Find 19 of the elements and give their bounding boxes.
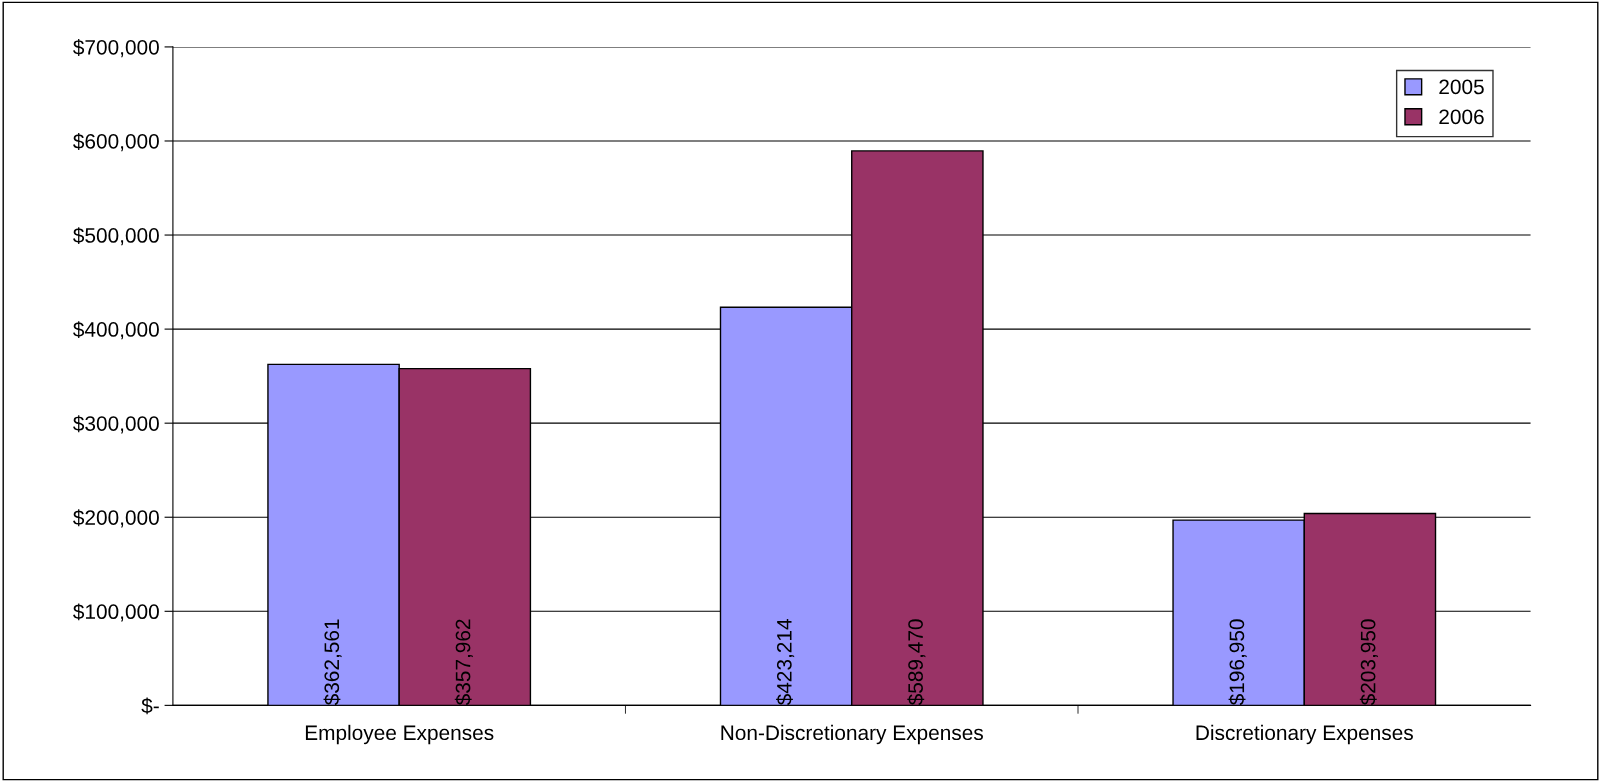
data-label: $589,470: [907, 619, 926, 706]
data-label: $423,214: [776, 619, 795, 706]
x-tick-label: Non-Discretionary Expenses: [721, 724, 983, 745]
y-tick-label: $300,000: [73, 415, 159, 434]
legend-label: 2006: [1439, 109, 1484, 125]
data-label: $203,950: [1359, 619, 1378, 706]
y-tick-label: $400,000: [73, 321, 159, 340]
data-label: $362,561: [323, 619, 342, 706]
data-label: $196,950: [1228, 619, 1247, 706]
data-label: $357,962: [454, 619, 473, 706]
y-tick-label: $200,000: [73, 509, 159, 528]
x-tick-label: Discretionary Expenses: [1196, 724, 1413, 745]
y-tick-label: $500,000: [73, 227, 159, 246]
y-tick-label: $100,000: [73, 603, 159, 622]
y-tick-label: $700,000: [73, 39, 159, 58]
legend-label: 2005: [1439, 79, 1484, 95]
y-tick-label: $600,000: [73, 133, 159, 152]
x-tick-label: Employee Expenses: [305, 724, 494, 745]
y-tick-label: $-: [141, 697, 159, 715]
